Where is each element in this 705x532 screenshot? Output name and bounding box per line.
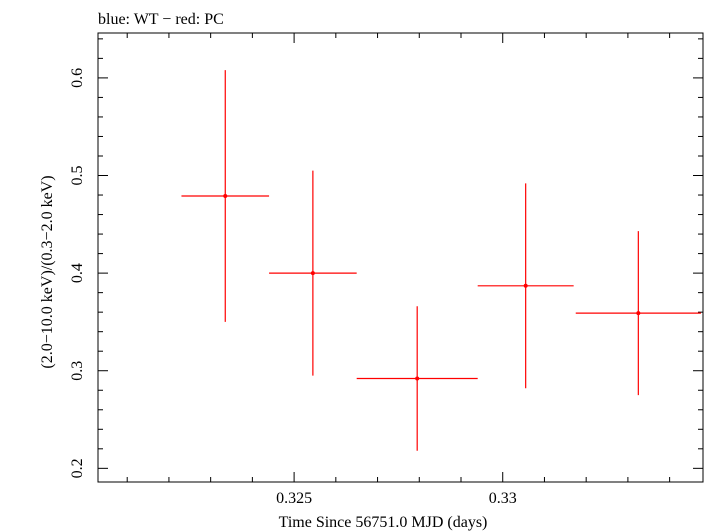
plot-frame [97,32,704,483]
data-point [269,170,357,376]
point-marker [310,271,315,276]
y-axis-label: (2.0−10.0 keV)/(0.3−2.0 keV) [39,175,56,368]
y-tick-label: 0.6 [69,68,86,88]
y-tick-label: 0.3 [69,361,86,381]
data-point [181,70,270,322]
data-point [477,183,574,389]
point-marker [223,194,228,199]
point-marker [523,283,528,288]
x-tick-label: 0.325 [276,490,312,507]
chart-title: blue: WT − red: PC [98,11,224,28]
y-tick-label: 0.2 [69,458,86,478]
y-tick-label: 0.4 [69,263,86,283]
axis-tick-labels: 0.325 0.33 0.2 0.3 0.4 0.5 0.6 [69,68,517,507]
point-marker [636,311,641,316]
x-axis-label: Time Since 56751.0 MJD (days) [279,514,488,531]
point-marker [415,376,420,381]
data-point [575,231,701,396]
x-tick-label: 0.33 [489,490,517,507]
data-points [181,70,701,451]
y-tick-label: 0.5 [69,166,86,186]
data-point [356,306,478,451]
axis-ticks [98,33,703,482]
